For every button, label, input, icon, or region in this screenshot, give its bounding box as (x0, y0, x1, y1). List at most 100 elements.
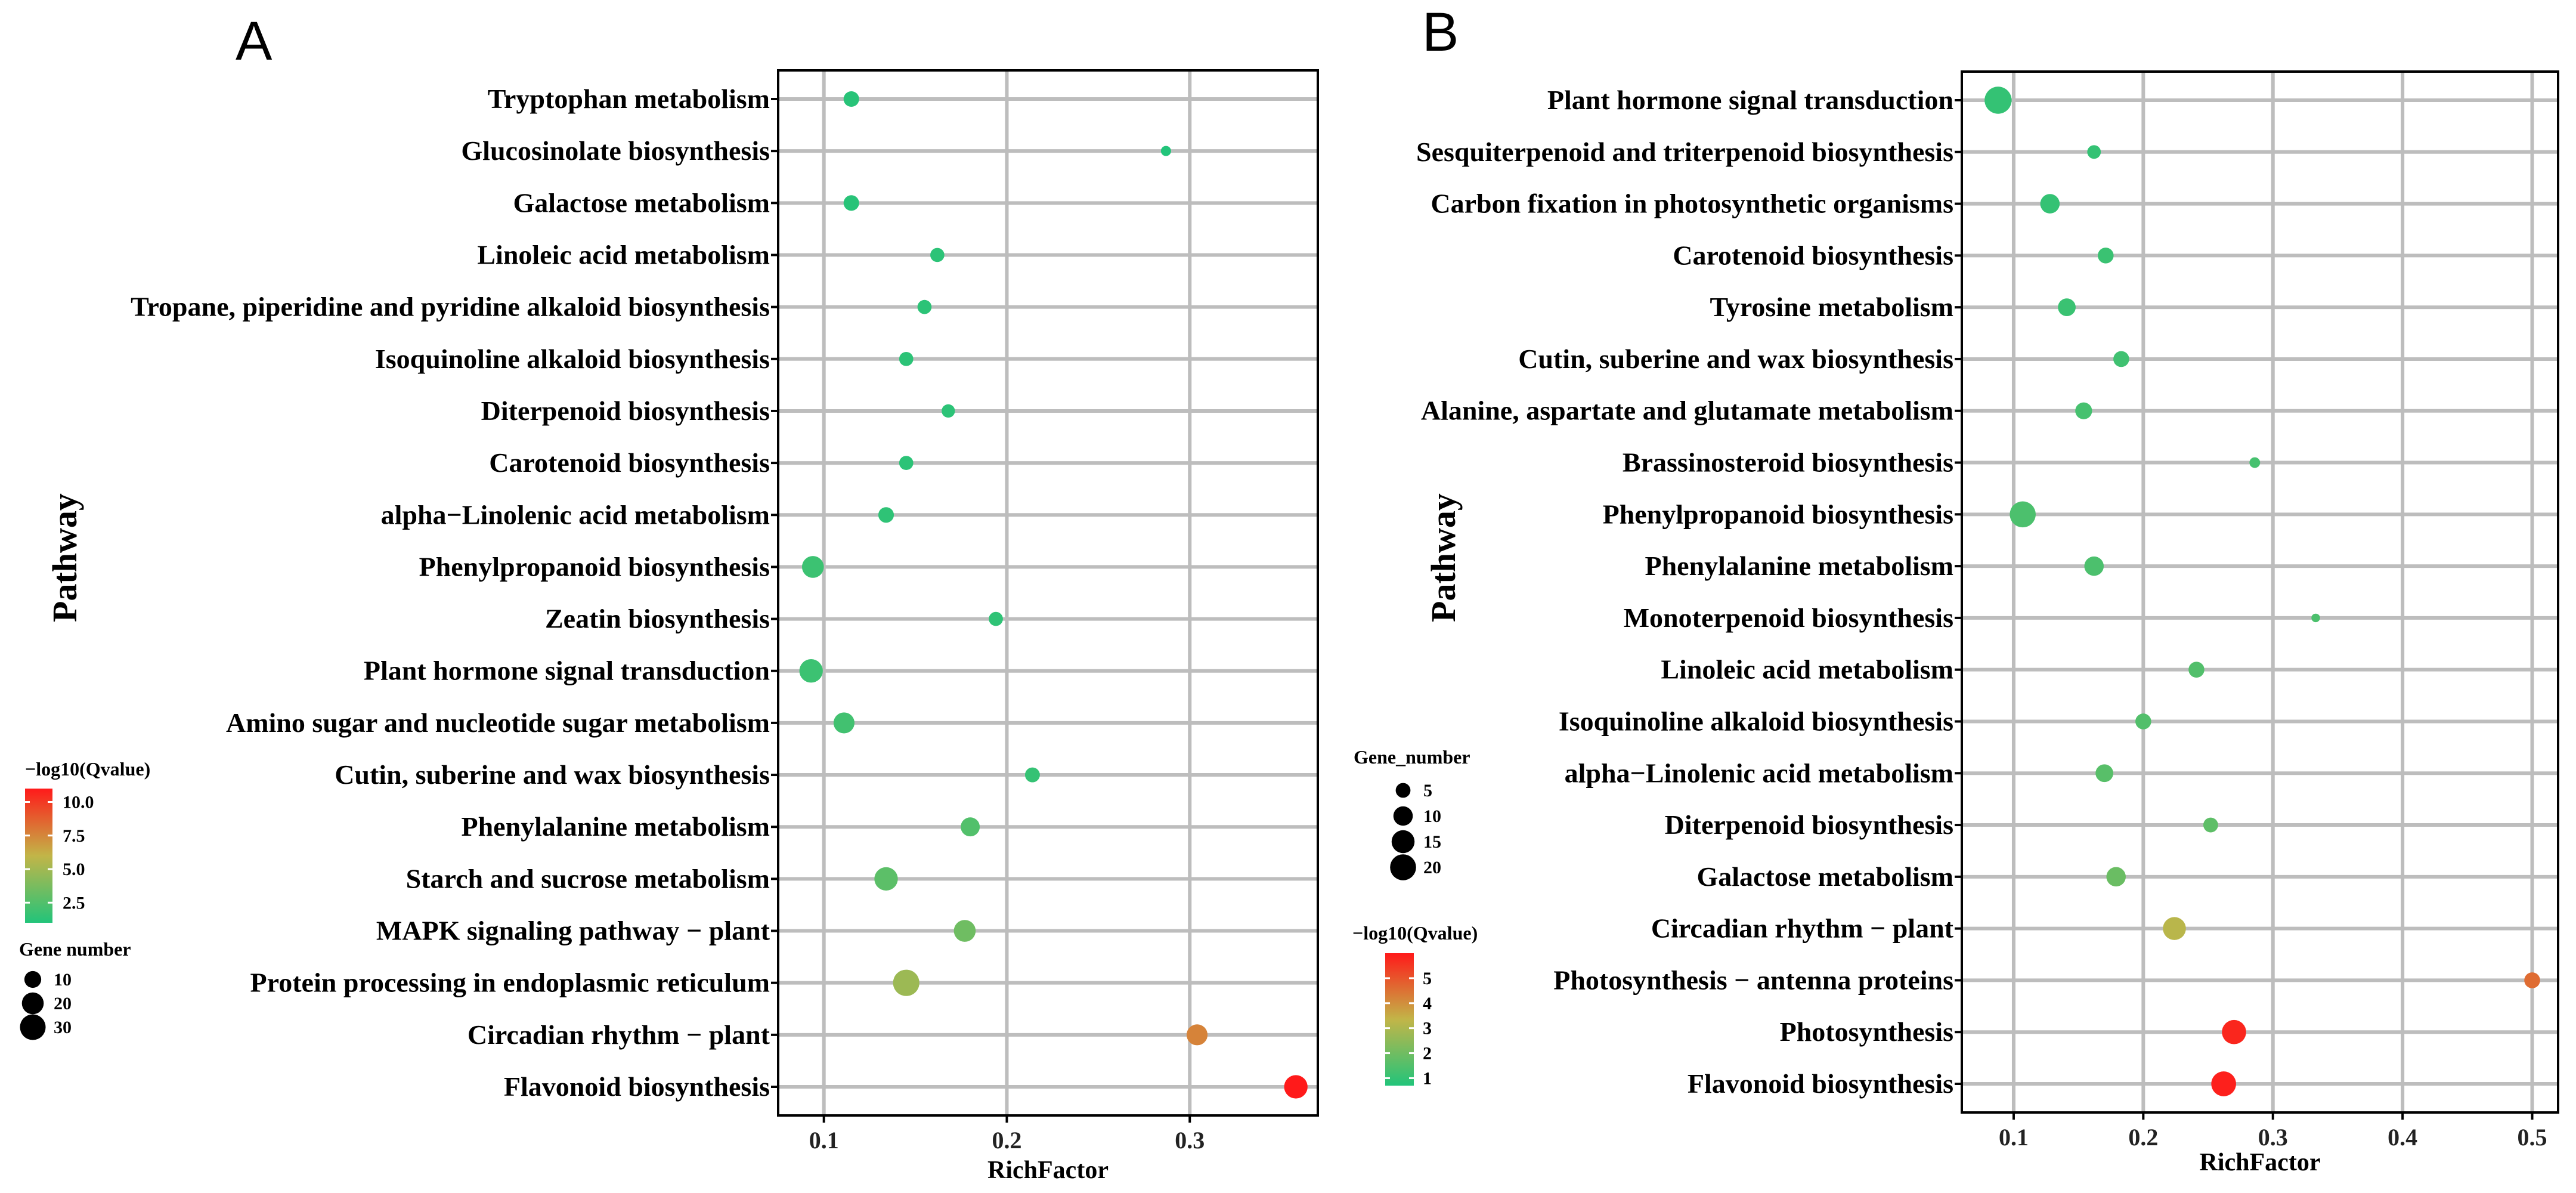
point-phenylalanine-metabolism (2084, 556, 2104, 576)
panel-b-chart: Plant hormone signal transduction Sesquit… (1352, 70, 2559, 1176)
color-legend-label: 5 (1423, 969, 1432, 988)
pathway-label: Phenylalanine metabolism (461, 811, 770, 842)
pathway-label: Sesquiterpenoid and triterpenoid biosynt… (1416, 137, 1953, 167)
point-photosynthesis (2222, 1019, 2246, 1044)
pathway-label: MAPK signaling pathway − plant (376, 916, 770, 946)
panel-a-x-axis-title: RichFactor (987, 1157, 1109, 1184)
point-isoquinoline-alkaloid-biosynthesis (2135, 713, 2151, 730)
point-linoleic-acid-metabolism (930, 248, 945, 262)
pathway-label: Brassinosteroid biosynthesis (1623, 447, 1953, 478)
pathway-label: alpha−Linolenic acid metabolism (381, 499, 770, 530)
pathway-label: Protein processing in endoplasmic reticu… (250, 968, 770, 998)
point-flavonoid-biosynthesis (1284, 1075, 1308, 1099)
point-linoleic-acid-metabolism (2188, 662, 2205, 678)
x-tick-label: 0.1 (809, 1127, 839, 1154)
size-legend-dot (1395, 783, 1411, 798)
size-legend-dot (24, 971, 42, 988)
panel-a-letter: A (236, 11, 273, 72)
pathway-label: Isoquinoline alkaloid biosynthesis (1559, 706, 1953, 736)
pathway-label: Phenylpropanoid biosynthesis (1603, 499, 1953, 529)
color-legend-bar (1385, 953, 1414, 1086)
size-legend-label: 5 (1423, 781, 1432, 801)
pathway-label: Linoleic acid metabolism (1661, 654, 1953, 685)
point-monoterpenoid-biosynthesis (2311, 613, 2320, 623)
point-alpha-linolenic-acid-metabolism (2095, 764, 2114, 783)
point-isoquinoline-alkaloid-biosynthesis (899, 351, 914, 366)
pathway-label: Flavonoid biosynthesis (504, 1071, 770, 1102)
point-zeatin-biosynthesis (989, 611, 1003, 626)
pathway-label: Plant hormone signal transduction (364, 656, 770, 686)
pathway-label: Carotenoid biosynthesis (489, 447, 770, 478)
x-tick-label: 0.2 (992, 1127, 1021, 1154)
color-legend-label: 7.5 (63, 826, 85, 846)
x-tick-label: 0.3 (2258, 1124, 2288, 1151)
x-tick-label: 0.2 (2128, 1124, 2158, 1151)
x-tick-label: 0.3 (1175, 1127, 1205, 1154)
pathway-label: Carotenoid biosynthesis (1673, 240, 1953, 270)
color-legend-label: 3 (1423, 1019, 1432, 1039)
point-phenylpropanoid-biosynthesis (2010, 501, 2036, 528)
panel-a-chart: Tryptophan metabolism Glucosinolate biosy… (19, 69, 1319, 1184)
panel-a-points (799, 91, 1308, 1099)
size-legend-title: Gene_number (1354, 746, 1470, 768)
point-photosynthesis-antenna-proteins (2524, 972, 2540, 988)
panel-a-grid (778, 70, 1318, 1115)
pathway-label: Galactose metabolism (513, 187, 770, 218)
point-circadian-rhythm-plant (2163, 917, 2186, 940)
x-tick-label: 0.4 (2388, 1124, 2417, 1151)
pathway-label: Plant hormone signal transduction (1547, 85, 1953, 115)
point-tropane-piperidine-and-pyridine-alkaloid-biosynthesis (917, 299, 932, 314)
pathway-label: Starch and sucrose metabolism (406, 863, 770, 894)
size-legend-label: 30 (54, 1018, 72, 1037)
color-legend-label: 1 (1423, 1068, 1432, 1088)
size-legend-label: 20 (1423, 858, 1441, 877)
pathway-label: Photosynthesis (1780, 1016, 1953, 1047)
color-legend-title: −log10(Qvalue) (1352, 922, 1478, 944)
size-legend-label: 15 (1423, 832, 1441, 852)
point-carotenoid-biosynthesis (2098, 248, 2114, 264)
point-cutin-suberine-and-wax-biosynthesis (2113, 351, 2129, 367)
point-tryptophan-metabolism (843, 91, 859, 107)
size-legend-dot (1391, 830, 1415, 854)
point-mapk-signaling-pathway-plant (953, 920, 976, 942)
pathway-label: Circadian rhythm − plant (467, 1019, 770, 1050)
color-legend-label: 2.5 (63, 893, 85, 913)
point-galactose-metabolism (2106, 867, 2126, 887)
panel-a-y-axis-title: Pathway (45, 493, 84, 622)
color-legend-label: 10.0 (63, 793, 94, 812)
pathway-label: Diterpenoid biosynthesis (1665, 809, 1953, 840)
pathway-label: Galactose metabolism (1696, 861, 1953, 892)
pathway-label: Flavonoid biosynthesis (1688, 1068, 1953, 1099)
size-legend-title: Gene number (19, 938, 131, 960)
pathway-label: Phenylpropanoid biosynthesis (419, 551, 770, 582)
point-protein-processing-in-endoplasmic-reticulum (893, 969, 919, 996)
panel-a-plot-frame (777, 69, 1319, 1117)
pathway-label: Monoterpenoid biosynthesis (1624, 602, 1953, 633)
color-legend-title: −log10(Qvalue) (25, 758, 150, 780)
size-legend-dot (1393, 806, 1413, 826)
panel-b-grid (1962, 72, 2558, 1112)
size-legend-label: 20 (54, 994, 72, 1013)
pathway-label: Cutin, suberine and wax biosynthesis (1518, 344, 1953, 374)
point-flavonoid-biosynthesis (2211, 1071, 2236, 1096)
plot-background (1962, 72, 2558, 1112)
color-legend-bar (25, 789, 52, 923)
point-alanine-aspartate-and-glutamate-metabolism (2075, 402, 2092, 419)
point-phenylpropanoid-biosynthesis (801, 556, 824, 578)
pathway-label: Isoquinoline alkaloid biosynthesis (375, 344, 770, 374)
panel-a-x-ticks: 0.1 0.2 0.3 (809, 1115, 1205, 1154)
color-legend-label: 5.0 (63, 860, 85, 879)
point-tyrosine-metabolism (2058, 298, 2076, 317)
pathway-label: Alanine, aspartate and glutamate metabol… (1421, 395, 1953, 426)
point-phenylalanine-metabolism (961, 817, 980, 837)
point-sesquiterpenoid-and-triterpenoid-biosynthesis (2087, 145, 2101, 159)
pathway-label: Tryptophan metabolism (488, 84, 770, 114)
point-diterpenoid-biosynthesis (2203, 817, 2218, 833)
x-tick-label: 0.1 (1999, 1124, 2029, 1151)
point-amino-sugar-and-nucleotide-sugar-metabolism (833, 712, 855, 734)
point-brassinosteroid-biosynthesis (2249, 457, 2261, 468)
pathway-label: Linoleic acid metabolism (477, 239, 770, 270)
pathway-label: Cutin, suberine and wax biosynthesis (335, 759, 770, 790)
point-glucosinolate-biosynthesis (1160, 146, 1171, 156)
